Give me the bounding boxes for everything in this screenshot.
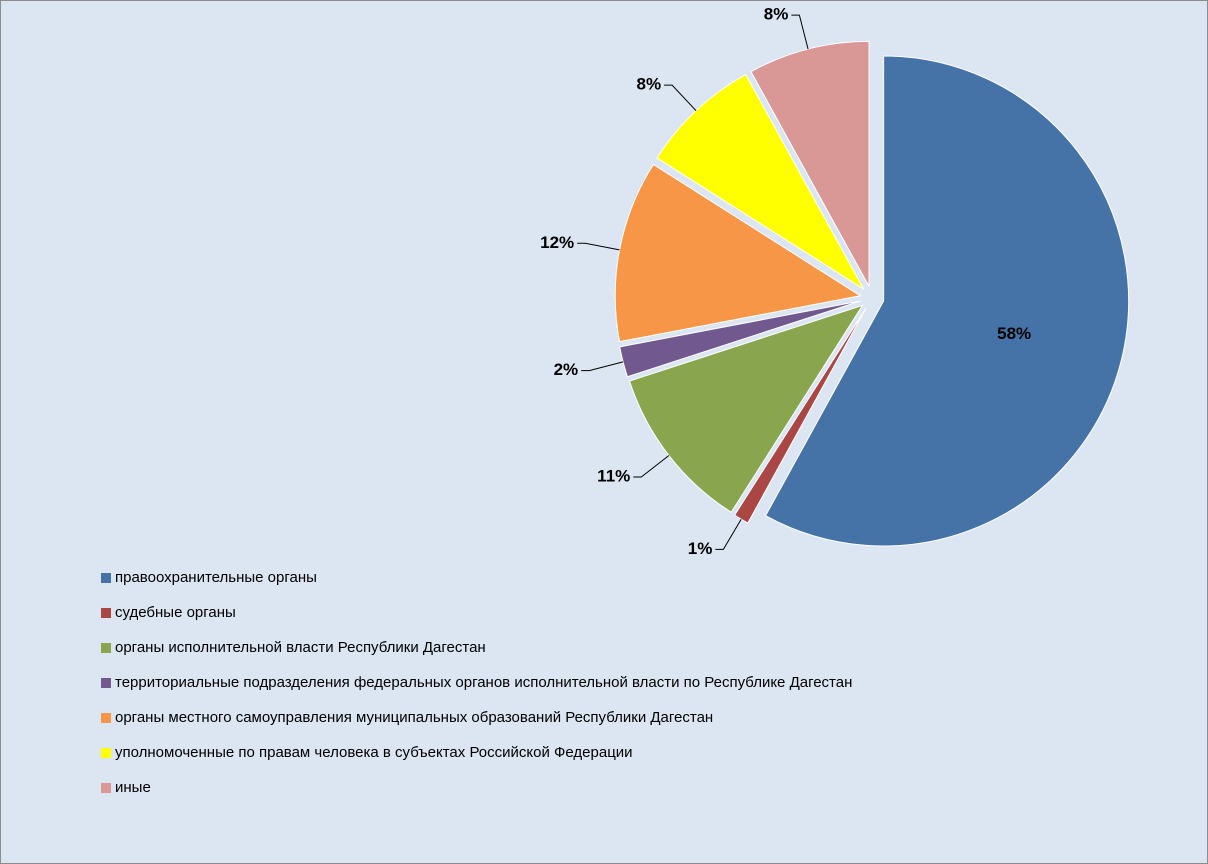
- leader-line: [581, 361, 624, 372]
- data-label: 1%: [688, 539, 713, 558]
- legend-label: судебные органы: [115, 604, 236, 621]
- legend-label: правоохранительные органы: [115, 569, 317, 586]
- legend-swatch: [101, 783, 111, 793]
- pie-slice: [628, 304, 864, 513]
- legend-swatch: [101, 608, 111, 618]
- legend-swatch: [101, 678, 111, 688]
- leader-line: [664, 84, 697, 111]
- data-label: 11%: [597, 466, 630, 485]
- legend-label: органы исполнительной власти Республики …: [115, 639, 486, 656]
- leader-line: [633, 455, 670, 478]
- legend-label: территориальные подразделения федеральны…: [115, 674, 852, 691]
- data-label: 8%: [764, 5, 789, 24]
- legend-label: иные: [115, 779, 151, 796]
- data-label: 12%: [540, 233, 574, 252]
- data-label: 2%: [554, 360, 579, 379]
- pie-slice: [619, 300, 861, 378]
- legend-swatch: [101, 643, 111, 653]
- data-label: 58%: [997, 324, 1031, 343]
- pie-slice: [656, 73, 865, 290]
- legend-swatch: [101, 713, 111, 723]
- data-label: 8%: [637, 75, 662, 94]
- pie-slice: [733, 308, 867, 524]
- pie-slice: [764, 55, 1130, 547]
- legend-label: органы местного самоуправления муниципал…: [115, 709, 713, 726]
- legend-label: уполномоченные по правам человека в субъ…: [115, 744, 633, 761]
- leader-line: [791, 14, 809, 50]
- pie-slice: [750, 40, 870, 287]
- legend-swatch: [101, 748, 111, 758]
- legend-swatch: [101, 573, 111, 583]
- pie-slice: [614, 163, 862, 343]
- leader-line: [577, 242, 620, 251]
- leader-line: [715, 518, 742, 550]
